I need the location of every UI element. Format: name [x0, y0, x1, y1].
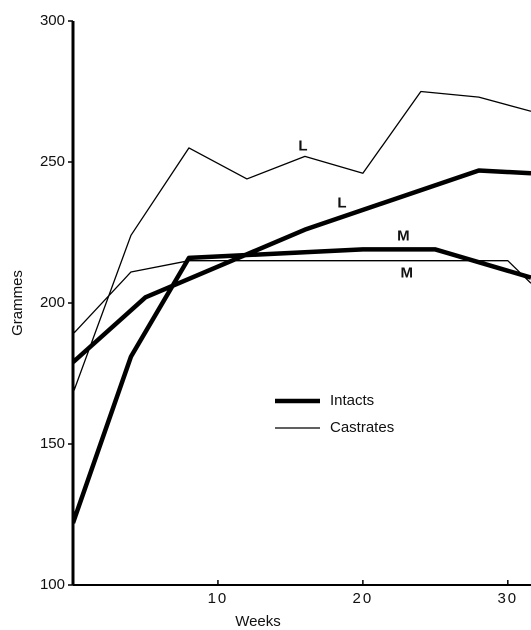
y-tick-label: 250: [40, 153, 65, 170]
series-line: [73, 90, 531, 394]
series-line: [73, 260, 531, 335]
series-line: [73, 168, 531, 364]
x-tick-label: 10: [208, 590, 229, 607]
y-tick-label: 200: [40, 294, 65, 311]
y-tick-label: 150: [40, 435, 65, 452]
legend-label: Intacts: [330, 392, 374, 409]
y-tick-label: 300: [40, 12, 65, 29]
y-axis-label: Grammes: [9, 270, 26, 336]
plot-area: [73, 90, 531, 524]
curve-label: L: [337, 195, 346, 212]
curve-label: L: [298, 137, 307, 154]
curve-label: M: [397, 227, 410, 244]
y-tick-label: 100: [40, 576, 65, 593]
curve-label: M: [401, 265, 414, 282]
x-axis-label: Weeks: [235, 613, 281, 630]
series-line: [73, 247, 531, 524]
legend-label: Castrates: [330, 419, 394, 436]
x-tick-label: 30: [497, 590, 518, 607]
x-tick-label: 20: [353, 590, 374, 607]
